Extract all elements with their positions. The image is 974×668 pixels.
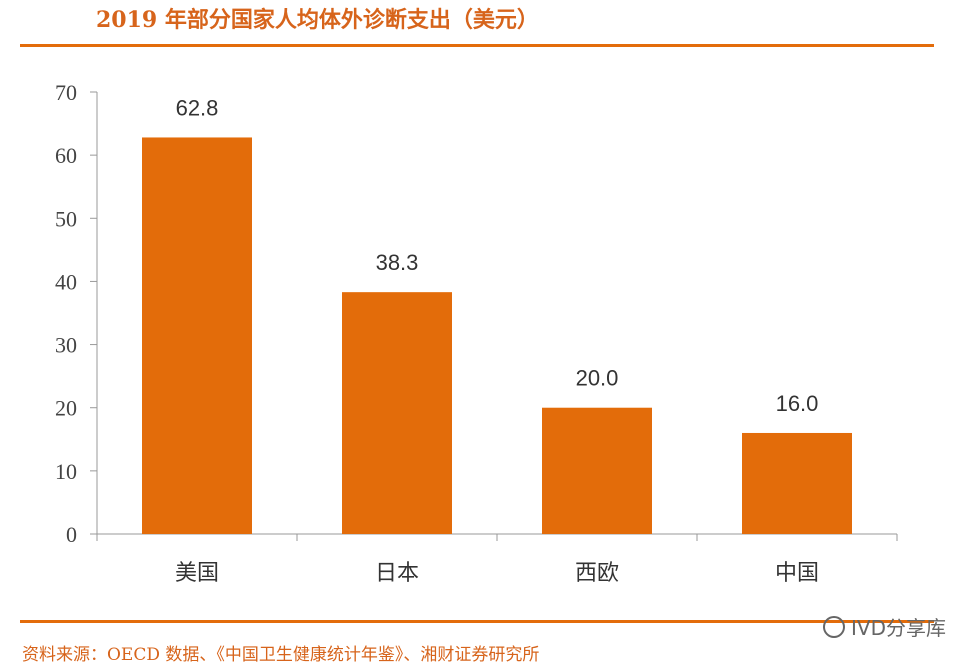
watermark: IVD分享库 bbox=[823, 612, 946, 641]
data-label: 16.0 bbox=[776, 391, 819, 416]
bottom-divider bbox=[20, 620, 934, 623]
chart-title: 2019 年部分国家人均体外诊断支出（美元） bbox=[96, 7, 539, 33]
bar bbox=[342, 292, 452, 534]
category-label: 美国 bbox=[175, 561, 219, 586]
bar bbox=[142, 137, 252, 534]
y-tick-label: 10 bbox=[55, 459, 77, 484]
watermark-text: IVD分享库 bbox=[851, 616, 946, 640]
bar bbox=[542, 407, 652, 534]
top-divider bbox=[20, 44, 934, 47]
y-tick-label: 40 bbox=[55, 269, 77, 294]
y-tick-label: 30 bbox=[55, 333, 77, 358]
category-label: 西欧 bbox=[575, 561, 619, 586]
data-label: 20.0 bbox=[576, 366, 619, 391]
wechat-icon bbox=[823, 616, 846, 638]
y-tick-label: 50 bbox=[55, 206, 77, 231]
data-label: 38.3 bbox=[376, 250, 419, 275]
y-tick-label: 70 bbox=[55, 80, 77, 105]
source-note: 资料来源：OECD 数据、《中国卫生健康统计年鉴》、湘财证券研究所 bbox=[22, 645, 540, 665]
category-label: 日本 bbox=[375, 561, 419, 586]
data-label: 62.8 bbox=[176, 95, 219, 120]
y-tick-label: 60 bbox=[55, 143, 77, 168]
category-label: 中国 bbox=[775, 561, 819, 586]
y-tick-label: 0 bbox=[66, 522, 77, 547]
bar bbox=[742, 432, 852, 534]
y-tick-label: 20 bbox=[55, 396, 77, 421]
